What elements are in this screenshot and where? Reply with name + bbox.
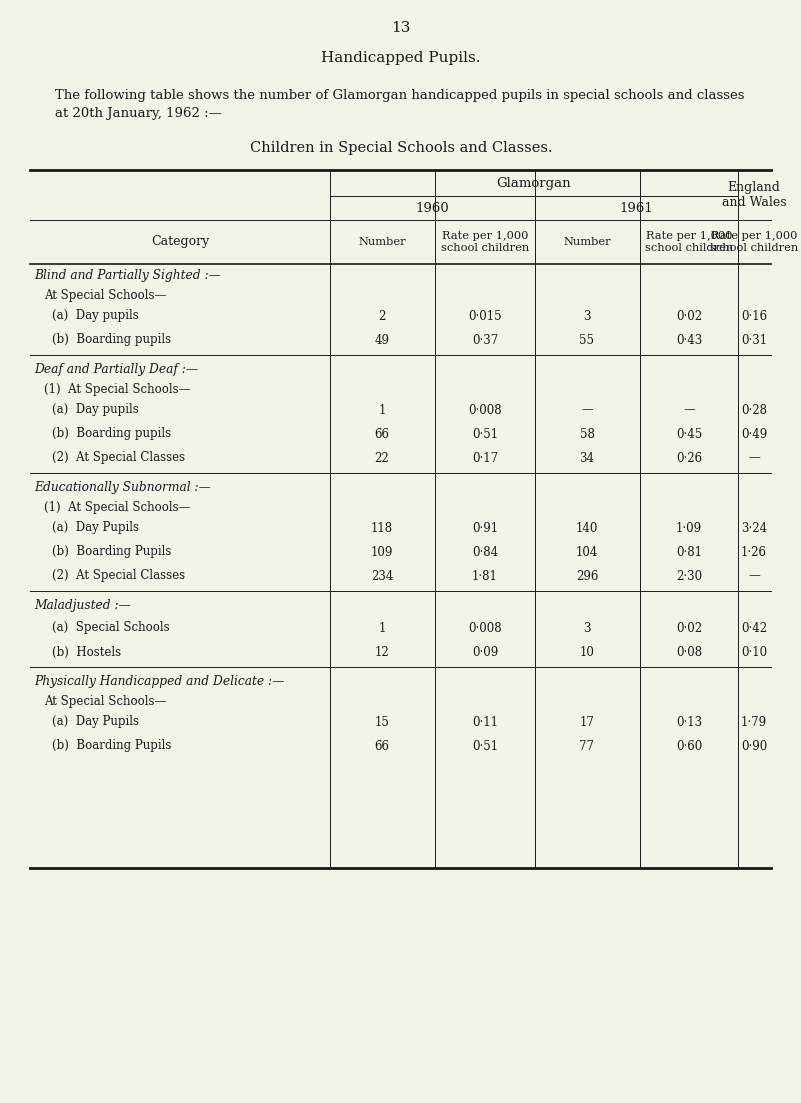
Text: 13: 13 bbox=[392, 21, 411, 35]
Text: Rate per 1,000
school children: Rate per 1,000 school children bbox=[645, 232, 733, 253]
Text: (2)  At Special Classes: (2) At Special Classes bbox=[52, 569, 185, 582]
Text: 1960: 1960 bbox=[415, 202, 449, 214]
Text: 0·015: 0·015 bbox=[469, 310, 501, 322]
Text: 0·09: 0·09 bbox=[472, 645, 498, 658]
Text: 3: 3 bbox=[583, 621, 591, 634]
Text: 0·45: 0·45 bbox=[676, 428, 702, 440]
Text: 0·81: 0·81 bbox=[676, 546, 702, 558]
Text: Rate per 1,000
school children: Rate per 1,000 school children bbox=[441, 232, 529, 253]
Text: 1·26: 1·26 bbox=[741, 546, 767, 558]
Text: 1961: 1961 bbox=[619, 202, 653, 214]
Text: 0·91: 0·91 bbox=[472, 522, 498, 535]
Text: (b)  Boarding Pupils: (b) Boarding Pupils bbox=[52, 739, 171, 752]
Text: —: — bbox=[748, 451, 760, 464]
Text: 1·79: 1·79 bbox=[741, 716, 767, 728]
Text: 17: 17 bbox=[580, 716, 594, 728]
Text: At Special Schools—: At Special Schools— bbox=[44, 289, 167, 301]
Text: (b)  Boarding pupils: (b) Boarding pupils bbox=[52, 428, 171, 440]
Text: at 20th January, 1962 :—: at 20th January, 1962 :— bbox=[55, 107, 222, 119]
Text: 15: 15 bbox=[375, 716, 389, 728]
Text: 0·11: 0·11 bbox=[472, 716, 498, 728]
Text: England
and Wales: England and Wales bbox=[722, 181, 787, 208]
Text: 296: 296 bbox=[576, 569, 598, 582]
Text: 0·26: 0·26 bbox=[676, 451, 702, 464]
Text: (a)  Day Pupils: (a) Day Pupils bbox=[52, 716, 139, 728]
Text: (b)  Hostels: (b) Hostels bbox=[52, 645, 121, 658]
Text: 58: 58 bbox=[580, 428, 594, 440]
Text: 0·49: 0·49 bbox=[741, 428, 767, 440]
Text: 0·08: 0·08 bbox=[676, 645, 702, 658]
Text: (a)  Day pupils: (a) Day pupils bbox=[52, 404, 139, 417]
Text: 0·37: 0·37 bbox=[472, 333, 498, 346]
Text: 0·51: 0·51 bbox=[472, 739, 498, 752]
Text: Deaf and Partially Deaf :—: Deaf and Partially Deaf :— bbox=[34, 363, 198, 375]
Text: Rate per 1,000
school children: Rate per 1,000 school children bbox=[710, 232, 798, 253]
Text: 0·28: 0·28 bbox=[741, 404, 767, 417]
Text: 0·008: 0·008 bbox=[469, 621, 501, 634]
Text: 34: 34 bbox=[579, 451, 594, 464]
Text: —: — bbox=[581, 404, 593, 417]
Text: (a)  Day Pupils: (a) Day Pupils bbox=[52, 522, 139, 535]
Text: —: — bbox=[748, 569, 760, 582]
Text: 0·42: 0·42 bbox=[741, 621, 767, 634]
Text: 1: 1 bbox=[378, 621, 386, 634]
Text: Handicapped Pupils.: Handicapped Pupils. bbox=[321, 51, 481, 65]
Text: 0·51: 0·51 bbox=[472, 428, 498, 440]
Text: 0·17: 0·17 bbox=[472, 451, 498, 464]
Text: 55: 55 bbox=[579, 333, 594, 346]
Text: (a)  Special Schools: (a) Special Schools bbox=[52, 621, 170, 634]
Text: (b)  Boarding pupils: (b) Boarding pupils bbox=[52, 333, 171, 346]
Text: 3: 3 bbox=[583, 310, 591, 322]
Text: 2: 2 bbox=[378, 310, 386, 322]
Text: Number: Number bbox=[563, 237, 611, 247]
Text: Children in Special Schools and Classes.: Children in Special Schools and Classes. bbox=[250, 141, 553, 156]
Text: (1)  At Special Schools—: (1) At Special Schools— bbox=[44, 501, 191, 514]
Text: Number: Number bbox=[358, 237, 406, 247]
Text: Blind and Partially Sighted :—: Blind and Partially Sighted :— bbox=[34, 268, 221, 281]
Text: 10: 10 bbox=[580, 645, 594, 658]
Text: Category: Category bbox=[151, 236, 209, 248]
Text: 0·60: 0·60 bbox=[676, 739, 702, 752]
Text: 12: 12 bbox=[375, 645, 389, 658]
Text: 0·43: 0·43 bbox=[676, 333, 702, 346]
Text: 109: 109 bbox=[371, 546, 393, 558]
Text: (b)  Boarding Pupils: (b) Boarding Pupils bbox=[52, 546, 171, 558]
Text: 0·13: 0·13 bbox=[676, 716, 702, 728]
Text: 0·02: 0·02 bbox=[676, 621, 702, 634]
Text: (2)  At Special Classes: (2) At Special Classes bbox=[52, 451, 185, 464]
Text: 22: 22 bbox=[375, 451, 389, 464]
Text: 118: 118 bbox=[371, 522, 393, 535]
Text: (1)  At Special Schools—: (1) At Special Schools— bbox=[44, 383, 191, 396]
Text: 2·30: 2·30 bbox=[676, 569, 702, 582]
Text: 49: 49 bbox=[375, 333, 389, 346]
Text: Glamorgan: Glamorgan bbox=[497, 176, 571, 190]
Text: The following table shows the number of Glamorgan handicapped pupils in special : The following table shows the number of … bbox=[55, 88, 744, 101]
Text: Physically Handicapped and Delicate :—: Physically Handicapped and Delicate :— bbox=[34, 675, 284, 687]
Text: 3·24: 3·24 bbox=[741, 522, 767, 535]
Text: 1·09: 1·09 bbox=[676, 522, 702, 535]
Text: 66: 66 bbox=[375, 739, 389, 752]
Text: 0·84: 0·84 bbox=[472, 546, 498, 558]
Text: 140: 140 bbox=[576, 522, 598, 535]
Text: Educationally Subnormal :—: Educationally Subnormal :— bbox=[34, 481, 211, 493]
Text: 0·31: 0·31 bbox=[741, 333, 767, 346]
Text: 0·16: 0·16 bbox=[741, 310, 767, 322]
Text: 0·10: 0·10 bbox=[741, 645, 767, 658]
Text: 0·008: 0·008 bbox=[469, 404, 501, 417]
Text: 0·90: 0·90 bbox=[741, 739, 767, 752]
Text: 77: 77 bbox=[579, 739, 594, 752]
Text: 1·81: 1·81 bbox=[472, 569, 498, 582]
Text: 0·02: 0·02 bbox=[676, 310, 702, 322]
Text: 66: 66 bbox=[375, 428, 389, 440]
Text: —: — bbox=[683, 404, 695, 417]
Text: At Special Schools—: At Special Schools— bbox=[44, 695, 167, 707]
Text: Maladjusted :—: Maladjusted :— bbox=[34, 599, 131, 611]
Text: (a)  Day pupils: (a) Day pupils bbox=[52, 310, 139, 322]
Text: 104: 104 bbox=[576, 546, 598, 558]
Text: 234: 234 bbox=[371, 569, 393, 582]
Text: 1: 1 bbox=[378, 404, 386, 417]
